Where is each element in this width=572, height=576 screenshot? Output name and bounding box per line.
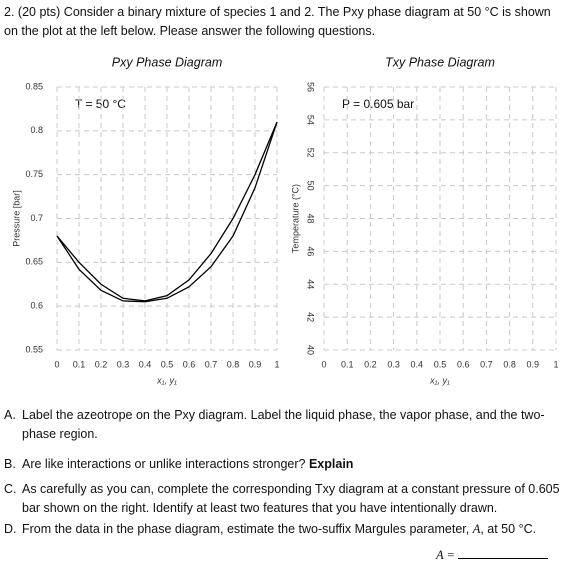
part-label: D. — [4, 522, 17, 536]
y-tick-label: 0.6 — [30, 301, 43, 311]
x-tick-label: 0.1 — [73, 359, 86, 369]
y-tick-label: 0.8 — [30, 125, 43, 135]
x-tick-label: 0.5 — [434, 359, 447, 369]
part-symbol: A — [472, 522, 481, 536]
x-tick-label: 0.4 — [139, 359, 152, 369]
x-tick-label: 0.9 — [249, 359, 262, 369]
part-text: From the data in the phase diagram, esti… — [22, 520, 567, 539]
part-body-after: , at 50 °C. — [480, 522, 537, 536]
part-label: A. — [4, 408, 16, 422]
x-tick-label: 0.7 — [205, 359, 218, 369]
part-label: B. — [4, 457, 16, 471]
x-tick-label: 0.8 — [227, 359, 240, 369]
x-tick-label: 0.4 — [411, 359, 424, 369]
answer: A = — [436, 548, 549, 563]
part-body: From the data in the phase diagram, esti… — [22, 522, 470, 536]
part-text: Label the azeotrope on the Pxy diagram. … — [22, 406, 567, 444]
y-tick-label: 40 — [306, 345, 316, 355]
x-tick-label: 0.5 — [161, 359, 174, 369]
y-tick-label: 50 — [306, 181, 316, 191]
x-tick-label: 0.8 — [503, 359, 516, 369]
annotation: P = 0.605 bar — [342, 97, 414, 111]
x-tick-label: 1 — [274, 359, 279, 369]
y-tick-label: 54 — [306, 115, 316, 125]
x-tick-label: 0.6 — [457, 359, 470, 369]
part-text: Are like interactions or unlike interact… — [22, 455, 567, 474]
y-axis-label: Pressure [bar] — [11, 190, 21, 247]
x-tick-label: 0.3 — [117, 359, 130, 369]
x-tick-label: 0 — [54, 359, 59, 369]
chart-title: Txy Phase Diagram — [385, 55, 495, 69]
q-text: Consider a binary mixture of species 1 a… — [4, 5, 551, 38]
y-tick-label: 48 — [306, 213, 316, 223]
series-line — [56, 121, 278, 302]
chart-title: Pxy Phase Diagram — [112, 55, 222, 69]
y-tick-label: 0.55 — [25, 344, 43, 354]
x-tick-label: 1 — [553, 359, 558, 369]
answer-label: A = — [436, 548, 455, 562]
x-axis-label: x₁, y₁ — [429, 375, 450, 385]
series-line — [56, 121, 278, 303]
q-points: (20 pts) — [17, 5, 61, 19]
y-tick-label: 52 — [306, 148, 316, 158]
y-tick-label: 0.65 — [25, 257, 43, 267]
part-bold: Explain — [308, 457, 354, 471]
charts: Pxy Phase Diagram T = 50 °C 0.55 0.6 0.65 0.7… — [11, 55, 558, 385]
y-tick-label: 0.7 — [30, 213, 43, 223]
y-tick-label: 0.75 — [25, 169, 43, 179]
x-tick-label: 0.1 — [341, 359, 354, 369]
part-body: As carefully as you can, complete the co… — [22, 482, 560, 515]
y-tick-label: 46 — [306, 246, 316, 256]
x-axis-label: x₁, y₁ — [156, 375, 177, 385]
y-tick-label: 56 — [306, 82, 316, 92]
part-text: As carefully as you can, complete the co… — [22, 480, 567, 518]
y-tick-label: 44 — [306, 279, 316, 289]
x-tick-label: 0.2 — [364, 359, 377, 369]
q-number: 2. — [4, 5, 15, 19]
question: 2. (20 pts) Consider a binary mixture of… — [4, 3, 564, 41]
x-tick-label: 0.2 — [95, 359, 108, 369]
x-tick-label: 0.6 — [183, 359, 196, 369]
answer-line — [458, 558, 549, 559]
y-tick-label: 0.85 — [25, 81, 43, 91]
y-axis-label: Temperature (°C) — [290, 184, 300, 253]
x-tick-label: 0.9 — [527, 359, 540, 369]
part-body: Label the azeotrope on the Pxy diagram. … — [22, 408, 545, 441]
x-tick-label: 0 — [321, 359, 326, 369]
y-tick-label: 42 — [306, 312, 316, 322]
x-tick-label: 0.3 — [387, 359, 400, 369]
x-tick-label: 0.7 — [480, 359, 493, 369]
part-label: C. — [4, 482, 17, 496]
part-body: Are like interactions or unlike interact… — [22, 457, 306, 471]
annotation: T = 50 °C — [75, 97, 126, 111]
